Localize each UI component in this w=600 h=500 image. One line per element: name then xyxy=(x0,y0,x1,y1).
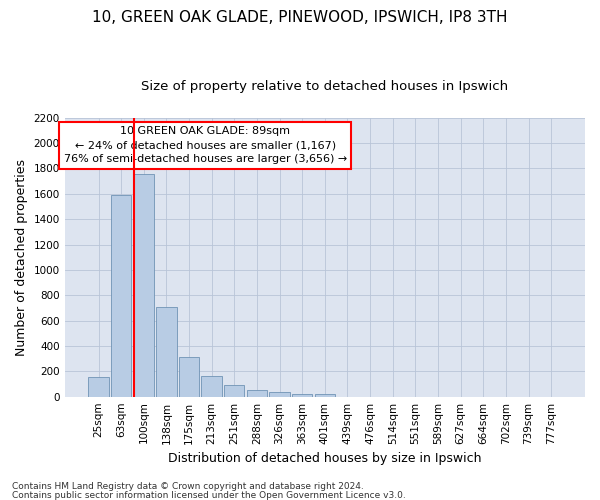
Bar xyxy=(292,394,313,396)
Title: Size of property relative to detached houses in Ipswich: Size of property relative to detached ho… xyxy=(141,80,508,93)
Y-axis label: Number of detached properties: Number of detached properties xyxy=(15,158,28,356)
Bar xyxy=(156,306,176,396)
Bar xyxy=(179,356,199,397)
Text: 10, GREEN OAK GLADE, PINEWOOD, IPSWICH, IP8 3TH: 10, GREEN OAK GLADE, PINEWOOD, IPSWICH, … xyxy=(92,10,508,25)
Bar xyxy=(314,394,335,396)
Text: Contains HM Land Registry data © Crown copyright and database right 2024.: Contains HM Land Registry data © Crown c… xyxy=(12,482,364,491)
Bar xyxy=(224,386,244,396)
Bar xyxy=(202,376,222,396)
Text: Contains public sector information licensed under the Open Government Licence v3: Contains public sector information licen… xyxy=(12,490,406,500)
Bar xyxy=(269,392,290,396)
Text: 10 GREEN OAK GLADE: 89sqm
← 24% of detached houses are smaller (1,167)
76% of se: 10 GREEN OAK GLADE: 89sqm ← 24% of detac… xyxy=(64,126,347,164)
X-axis label: Distribution of detached houses by size in Ipswich: Distribution of detached houses by size … xyxy=(168,452,482,465)
Bar xyxy=(247,390,267,396)
Bar xyxy=(111,195,131,396)
Bar xyxy=(134,174,154,396)
Bar xyxy=(88,377,109,396)
